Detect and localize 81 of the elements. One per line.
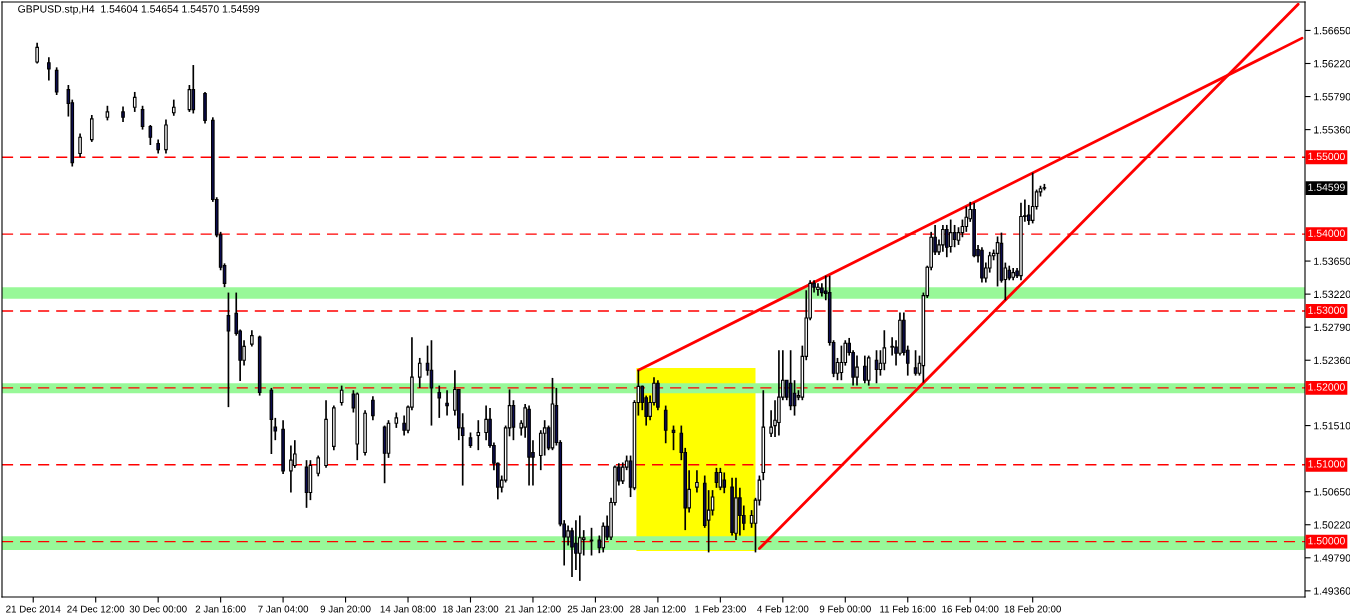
ref-line-label: 1.52000 <box>1308 383 1345 391</box>
candlestick <box>187 84 192 113</box>
candlestick <box>964 205 969 233</box>
candlestick <box>944 224 949 259</box>
x-tick-label: 9 Feb 00:00 <box>819 605 871 613</box>
candlestick <box>78 132 82 159</box>
y-tick-label: 1.55790 <box>1314 93 1350 101</box>
x-tick-label: 11 Feb 16:00 <box>880 605 936 613</box>
candlestick <box>788 349 793 412</box>
candlestick <box>89 114 94 143</box>
candlestick <box>941 224 945 253</box>
candlestick <box>339 384 344 407</box>
candlestick <box>866 354 871 387</box>
candlestick <box>855 354 859 387</box>
candlestick <box>863 354 867 385</box>
candlestick <box>47 56 51 82</box>
y-tick-label: 1.52360 <box>1314 356 1350 365</box>
ref-line-label: 1.51000 <box>1308 460 1345 468</box>
y-tick-label: 1.49790 <box>1314 554 1350 562</box>
x-tick-label: 18 Feb 20:00 <box>1004 605 1061 613</box>
candlestick <box>289 444 293 494</box>
text: 1.54599 <box>1308 183 1345 191</box>
x-tick-label: 21 Dec 2014 <box>6 605 61 613</box>
candlestick <box>566 524 570 547</box>
candlestick <box>1026 204 1031 226</box>
candlestick <box>371 395 375 422</box>
y-tick-label: 1.51510 <box>1314 422 1350 430</box>
x-tick-label: 21 Jan 12:00 <box>505 605 561 613</box>
candlestick <box>54 66 59 96</box>
candlestick <box>578 514 582 582</box>
candlestick <box>417 357 422 389</box>
candlestick <box>316 454 321 478</box>
x-tick-label: 2 Jan 16:00 <box>195 605 246 613</box>
y-tick-label: 1.56220 <box>1314 60 1350 68</box>
ref-line-label: 1.50000 <box>1308 537 1345 545</box>
ref-line-label: 1.53000 <box>1308 306 1345 314</box>
candlestick <box>816 282 820 297</box>
candlestick <box>952 224 957 249</box>
x-tick-label: 14 Jan 08:00 <box>380 605 436 613</box>
x-tick-label: 4 Feb 12:00 <box>757 605 809 613</box>
y-tick-label: 1.50220 <box>1314 521 1350 529</box>
x-tick-label: 24 Dec 12:00 <box>67 605 125 613</box>
x-tick-label: 7 Jan 04:00 <box>258 605 309 613</box>
candlestick <box>882 329 887 372</box>
y-tick-label: 1.53650 <box>1314 257 1350 265</box>
candlestick <box>589 526 594 557</box>
x-tick-label: 18 Jan 23:00 <box>443 605 499 613</box>
y-tick-label: 1.53220 <box>1314 290 1350 298</box>
y-tick-label: 1.55360 <box>1314 126 1350 134</box>
candlestick <box>710 489 715 517</box>
candlestick <box>663 404 668 445</box>
x-tick-label: 16 Feb 04:00 <box>942 605 999 613</box>
candlestick <box>718 467 723 491</box>
candlestick <box>1030 171 1035 225</box>
ref-line-label: 1.54000 <box>1308 229 1345 237</box>
y-tick-label: 1.49360 <box>1314 587 1350 595</box>
x-tick-label: 28 Jan 12:00 <box>630 605 686 613</box>
y-tick-label: 1.50650 <box>1314 488 1350 496</box>
candlestick <box>839 344 844 382</box>
x-tick-label: 25 Jan 23:00 <box>567 605 624 613</box>
y-tick-label: 1.56650 <box>1314 26 1350 35</box>
y-tick-label: 1.52790 <box>1314 323 1350 332</box>
candlestick <box>445 389 449 417</box>
candlestick <box>484 404 488 442</box>
candlestick <box>695 469 699 494</box>
x-tick-label: 30 Dec 00:00 <box>129 605 187 613</box>
candlestick <box>738 487 742 537</box>
candlestick <box>656 379 660 412</box>
candlestick <box>581 529 586 557</box>
candlestick <box>437 384 442 419</box>
candlestick <box>476 419 481 452</box>
candlestick <box>722 471 727 495</box>
chart-title: GBPUSD.stp,H4 1.54604 1.54654 1.54570 1.54599 <box>18 5 260 15</box>
candlestick <box>191 64 196 115</box>
x-tick-label: 1 Feb 23:00 <box>695 605 746 613</box>
candlestick <box>913 349 918 377</box>
candlestick <box>132 91 137 113</box>
candlestick <box>948 218 953 254</box>
ref-line-label: 1.55000 <box>1308 152 1345 161</box>
x-tick-label: 9 Jan 20:00 <box>320 605 371 613</box>
candlestick <box>148 124 153 146</box>
